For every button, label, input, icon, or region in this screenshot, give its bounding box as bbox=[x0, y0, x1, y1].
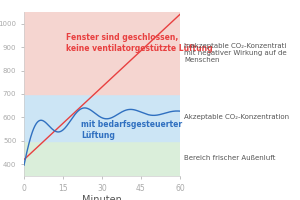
X-axis label: Minuten: Minuten bbox=[82, 195, 122, 200]
Bar bbox=[24, 12, 180, 94]
Text: Inakzeptable CO₂-Konzentrati
mit negativer Wirkung auf de
Menschen: Inakzeptable CO₂-Konzentrati mit negativ… bbox=[184, 43, 287, 63]
Text: Bereich frischer Außenluft: Bereich frischer Außenluft bbox=[184, 155, 276, 161]
Bar bbox=[24, 141, 180, 176]
Text: Akzeptable CO₂-Konzentration: Akzeptable CO₂-Konzentration bbox=[184, 114, 290, 120]
Text: Fenster sind geschlossen,
keine ventilatorgestützte Lüftung: Fenster sind geschlossen, keine ventilat… bbox=[66, 33, 212, 53]
Bar bbox=[24, 94, 180, 141]
Text: mit bedarfsgesteuerter
Lüftung: mit bedarfsgesteuerter Lüftung bbox=[81, 120, 182, 140]
